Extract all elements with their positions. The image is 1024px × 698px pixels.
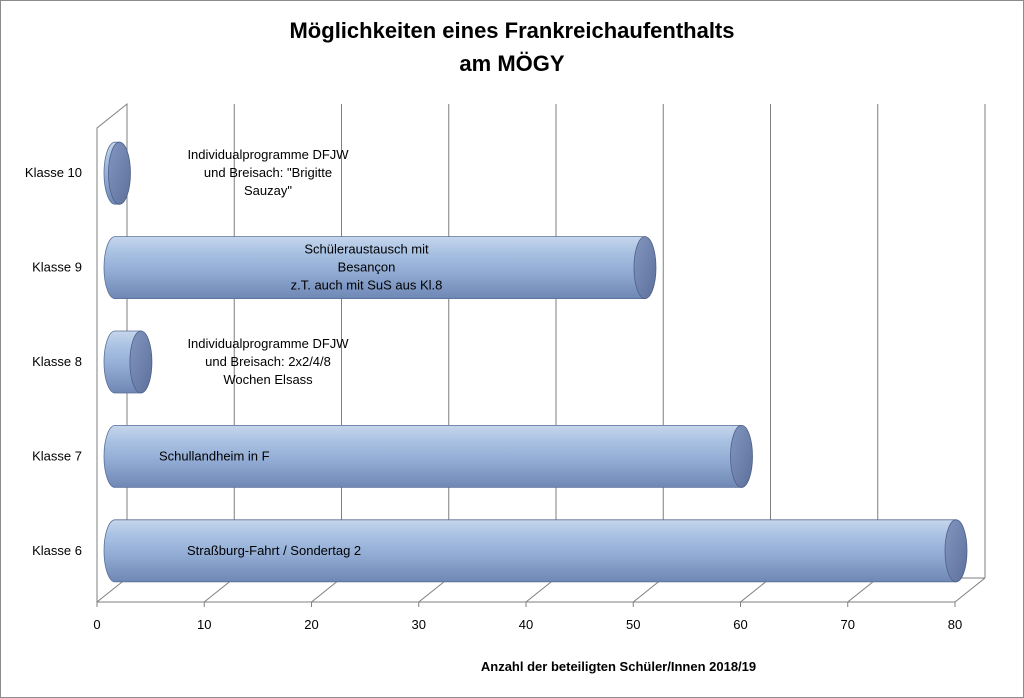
y-category-label: Klasse 6: [32, 543, 82, 558]
data-label: Individualprogramme DFJW: [187, 336, 349, 351]
chart-title: Möglichkeiten eines Frankreichaufenthalt…: [0, 14, 1024, 80]
x-tick-label: 60: [733, 617, 747, 632]
bar-end-cap: [633, 236, 657, 300]
data-label: z.T. auch mit SuS aus Kl.8: [291, 278, 443, 293]
y-category-label: Klasse 10: [25, 165, 82, 180]
x-tick-label: 70: [841, 617, 855, 632]
bar-end-cap: [108, 141, 131, 205]
gridlines: [96, 102, 986, 607]
data-label: Sauzay": [244, 183, 292, 198]
data-label: Wochen Elsass: [223, 372, 313, 387]
bar-end-cap: [129, 330, 153, 394]
x-tick-label: 20: [304, 617, 318, 632]
data-label: Schullandheim in F: [159, 448, 270, 463]
data-label: Besançon: [338, 260, 396, 275]
bar: [103, 519, 957, 583]
chart-title-line-1: Möglichkeiten eines Frankreichaufenthalt…: [289, 18, 735, 43]
bar-end-cap: [730, 424, 753, 488]
bars: [103, 141, 968, 583]
data-label: Individualprogramme DFJW: [187, 147, 349, 162]
x-tick-label: 30: [412, 617, 426, 632]
labels: 0 10 20 30 40 50 60 70 80 Klasse 10 Individualprog…: [25, 147, 962, 632]
x-tick-label: 0: [93, 617, 100, 632]
x-tick-label: 80: [948, 617, 962, 632]
x-tick-label: 10: [197, 617, 211, 632]
data-label: Straßburg-Fahrt / Sondertag 2: [187, 543, 361, 558]
bar: [103, 236, 646, 299]
y-category-label: Klasse 9: [32, 260, 82, 275]
y-category-label: Klasse 7: [32, 448, 82, 463]
x-axis-title: Anzahl der beteiligten Schüler/Innen 201…: [480, 659, 757, 674]
x-tick-label: 40: [519, 617, 533, 632]
chart-title-line-2: am MÖGY: [459, 51, 565, 76]
y-category-label: Klasse 8: [32, 354, 82, 369]
bar: [103, 425, 742, 488]
bar-end-cap: [944, 519, 968, 583]
floor-line: [954, 577, 986, 603]
data-label: und Breisach: 2x2/4/8: [205, 354, 331, 369]
x-tick-label: 50: [626, 617, 640, 632]
data-label: Schüleraustausch mit: [304, 242, 429, 257]
data-label: und Breisach: "Brigitte: [204, 165, 332, 180]
